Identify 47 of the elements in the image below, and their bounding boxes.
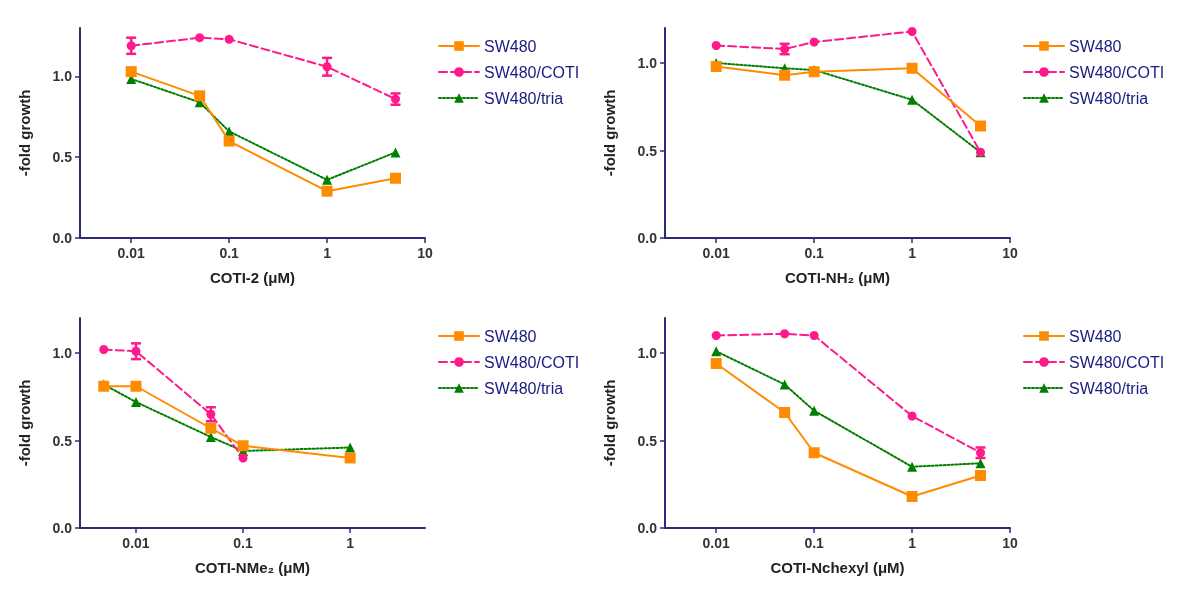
x-axis-title: COTI-NH₂ (μM) [785,269,890,286]
legend-label: SW480/tria [484,379,564,397]
legend-label: SW480/tria [1069,89,1149,107]
x-tick-label: 1 [908,245,917,261]
y-tick-label: 0.0 [52,230,73,246]
x-tick-label: 0.01 [702,245,731,261]
y-axis-title: -fold growth [16,379,33,467]
y-tick-label: 0.5 [637,142,658,159]
x-tick-label: 10 [1002,245,1018,261]
legend-label: SW480 [484,327,537,345]
x-axis-title: COTI-NMe₂ (μM) [195,559,310,576]
legend-label: SW480/COTI [484,353,580,371]
y-axis-title: -fold growth [601,89,618,177]
legend-label: SW480/COTI [1069,353,1165,371]
y-tick-label: 0.5 [52,149,73,166]
x-axis-title: COTI-2 (μM) [210,269,295,286]
x-tick-label: 0.01 [117,245,146,261]
legend-label: SW480 [1069,37,1122,55]
x-axis-title: COTI-Nchexyl (μM) [770,559,905,576]
x-tick-label: 0.01 [122,535,150,551]
x-tick-label: 10 [1002,535,1018,551]
legend-label: SW480 [484,37,537,55]
x-tick-label: 1 [323,245,332,261]
y-tick-label: 0.0 [52,520,73,536]
legend-label: SW480/COTI [484,63,580,81]
y-tick-label: 0.0 [637,520,658,536]
y-tick-label: 1.0 [52,345,73,361]
x-tick-label: 1 [346,535,355,551]
x-tick-label: 0.1 [804,245,825,261]
legend-label: SW480/tria [484,89,564,107]
y-tick-label: 1.0 [52,68,73,85]
y-axis-title: -fold growth [601,379,618,467]
legend-label: SW480/tria [1069,379,1149,397]
x-tick-label: 10 [417,245,433,261]
y-axis-title: -fold growth [16,89,33,177]
y-tick-label: 0.5 [52,432,73,449]
y-tick-label: 0.0 [637,230,658,246]
x-tick-label: 0.01 [702,535,731,551]
x-tick-label: 0.1 [233,535,254,551]
x-tick-label: 1 [908,535,917,551]
y-tick-label: 1.0 [637,345,658,361]
legend-label: SW480/COTI [1069,63,1165,81]
y-tick-label: 1.0 [637,55,658,71]
legend-label: SW480 [1069,327,1122,345]
y-tick-label: 0.5 [637,432,658,449]
x-tick-label: 0.1 [804,535,825,551]
x-tick-label: 0.1 [219,245,240,261]
